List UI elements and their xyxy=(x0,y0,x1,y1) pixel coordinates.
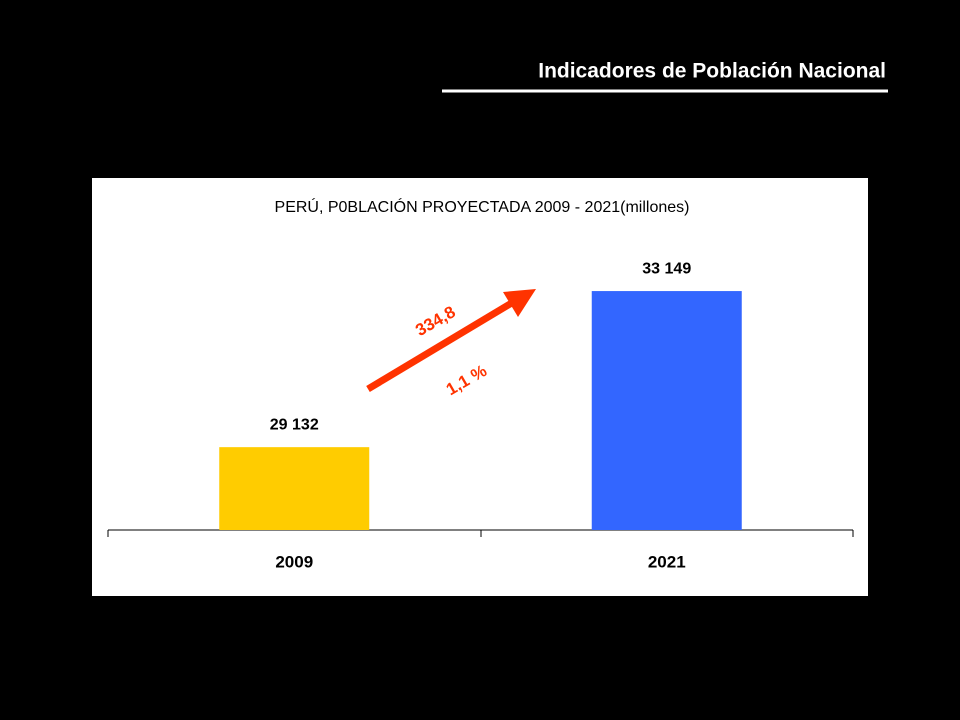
x-tick-label: 2009 xyxy=(275,552,313,571)
growth-arrow xyxy=(366,289,536,393)
header-title: Indicadores de Población Nacional xyxy=(538,60,886,83)
arrow-shaft xyxy=(366,297,517,393)
chart-title: PERÚ, P0BLACIÓN PROYECTADA 2009 - 2021(m… xyxy=(275,197,690,216)
bar xyxy=(591,291,742,530)
chart-panel xyxy=(92,178,868,596)
x-tick-label: 2021 xyxy=(648,552,686,571)
arrow-head xyxy=(503,289,536,317)
bar xyxy=(219,447,370,530)
value-label: 29 132 xyxy=(270,416,319,433)
value-label: 33 149 xyxy=(642,260,691,277)
